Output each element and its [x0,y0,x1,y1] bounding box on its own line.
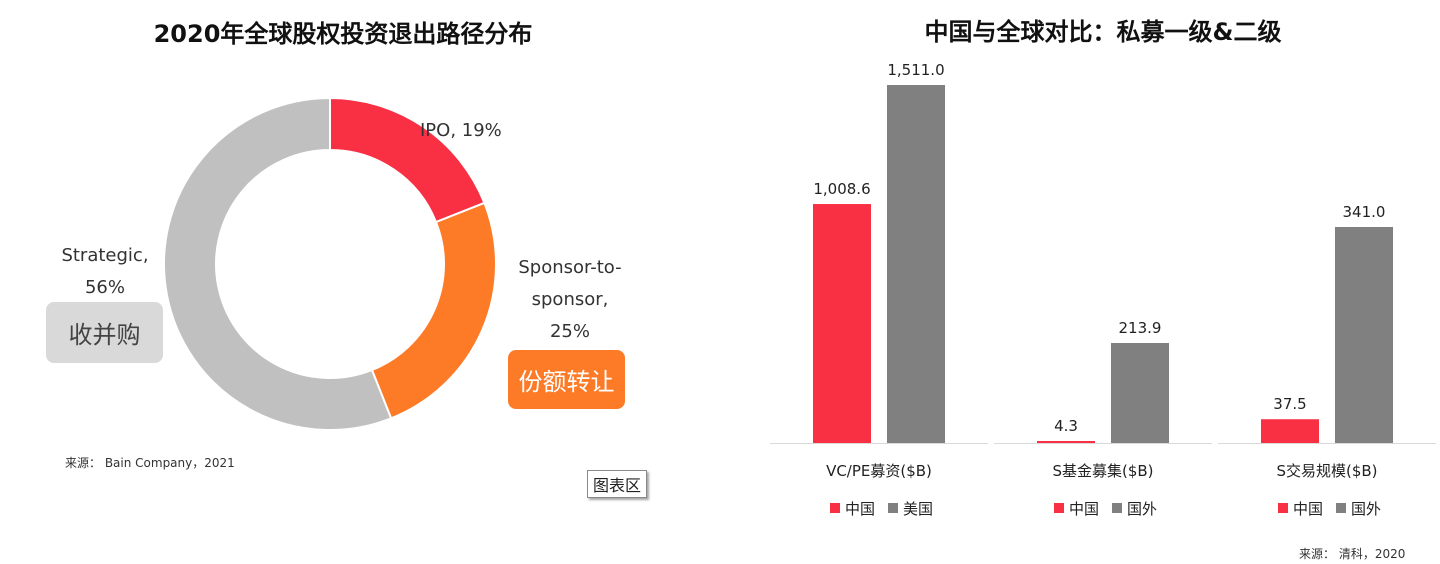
bar-value-label: 341.0 [1343,203,1386,221]
donut-source: 来源： Bain Company，2021 [65,456,235,470]
bar-value-label: 1,008.6 [813,180,870,198]
legend-swatch [1054,503,1064,513]
bar-foreign [1335,227,1393,443]
legend-swatch [1112,503,1122,513]
bar-value-label: 4.3 [1054,417,1078,435]
ipo-label: IPO, 19% [420,115,502,147]
strategic-slice [163,96,393,431]
sponsor-label: Sponsor-to- sponsor, 25% [500,252,640,348]
sponsor-label-line2: sponsor, [531,289,609,310]
strategic-label-line1: Strategic, [61,245,149,266]
bar-china [1261,419,1319,443]
donut-chart [163,96,497,431]
share-transfer-badge: 份额转让 [508,350,625,409]
legend-swatch [1278,503,1288,513]
chart-area-tooltip: 图表区 [587,470,648,498]
donut-chart-title: 2020年全球股权投资退出路径分布 [153,20,533,48]
bar-china [813,204,871,443]
legend-label: 国外 [1127,500,1157,518]
strategic-label: Strategic, 56% [45,240,165,304]
legend-swatch [1336,503,1346,513]
category-label: S基金募集($B) [1052,462,1153,480]
category-label: S交易规模($B) [1276,462,1377,480]
sponsor-slice [370,201,497,420]
legend-label: 中国 [1293,500,1323,518]
bar-value-label: 1,511.0 [887,61,944,79]
bar-foreign [1111,343,1169,443]
bar-china [1037,440,1095,443]
merger-badge: 收并购 [46,302,163,363]
ipo-label-text: IPO, 19% [420,120,502,141]
bar-value-label: 37.5 [1273,395,1306,413]
legend-label: 中国 [845,500,875,518]
sponsor-label-line3: 25% [549,321,590,342]
category-label: VC/PE募资($B) [826,462,932,480]
legend-swatch [830,503,840,513]
bar-source: 来源： 清科，2020 [1299,547,1406,561]
legend-label: 美国 [903,500,933,518]
legend-label: 中国 [1069,500,1099,518]
bar-chart-title: 中国与全球对比：私募一级&二级 [924,18,1282,46]
sponsor-label-line1: Sponsor-to- [518,257,622,278]
bar-chart: 1,008.6 1,511.0 VC/PE募资($B) 中国 美国 4.3 213.9 S基金… [770,61,1436,518]
legend-label: 国外 [1351,500,1381,518]
bar-foreign [887,85,945,443]
legend-swatch [888,503,898,513]
strategic-label-line2: 56% [84,277,125,298]
bar-value-label: 213.9 [1119,319,1162,337]
